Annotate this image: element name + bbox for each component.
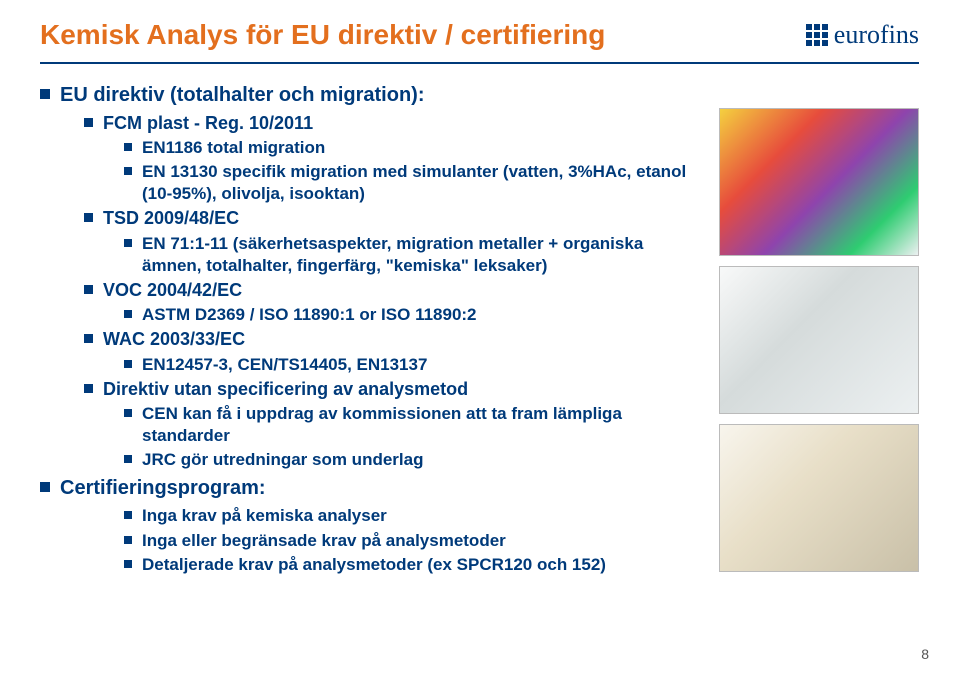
bullet-icon: [84, 213, 93, 222]
bullet-text: EN1186 total migration: [142, 137, 325, 159]
header-row: Kemisk Analys för EU direktiv / certifie…: [40, 18, 919, 52]
bullet-text: WAC 2003/33/EC: [103, 328, 245, 351]
bullet-icon: [124, 239, 132, 247]
logo-text: eurofins: [834, 20, 919, 50]
bullet-text: Inga eller begränsade krav på analysmeto…: [142, 530, 506, 552]
bullet-text: CEN kan få i uppdrag av kommissionen att…: [142, 403, 702, 447]
logo: eurofins: [806, 20, 919, 50]
bullet-icon: [40, 482, 50, 492]
bullet-icon: [84, 384, 93, 393]
bullet-text: VOC 2004/42/EC: [103, 279, 242, 302]
bullet-text: JRC gör utredningar som underlag: [142, 449, 423, 471]
bullet-text: EN 13130 specifik migration med simulant…: [142, 161, 702, 205]
page-number: 8: [921, 646, 929, 662]
bullet-icon: [84, 285, 93, 294]
bullet-icon: [124, 310, 132, 318]
decorative-photo-3: [719, 424, 919, 572]
bullet-icon: [84, 118, 93, 127]
bullet-text: Inga krav på kemiska analyser: [142, 505, 387, 527]
bullet-icon: [124, 511, 132, 519]
bullet-text: Direktiv utan specificering av analysmet…: [103, 378, 468, 401]
bullet-icon: [124, 167, 132, 175]
title-underline: [40, 62, 919, 64]
bullet-text: ASTM D2369 / ISO 11890:1 or ISO 11890:2: [142, 304, 477, 326]
bullet-icon: [124, 143, 132, 151]
bullet-icon: [124, 360, 132, 368]
slide-title: Kemisk Analys för EU direktiv / certifie…: [40, 18, 605, 52]
bullet-text: FCM plast - Reg. 10/2011: [103, 112, 313, 135]
decorative-photo-2: [719, 266, 919, 414]
image-column: [719, 108, 919, 572]
bullet-text: EU direktiv (totalhalter och migration):: [60, 82, 424, 108]
bullet-text: Certifieringsprogram:: [60, 475, 266, 501]
bullet-icon: [124, 560, 132, 568]
bullet-text: EN12457-3, CEN/TS14405, EN13137: [142, 354, 427, 376]
decorative-photo-1: [719, 108, 919, 256]
bullet-text: TSD 2009/48/EC: [103, 207, 239, 230]
bullet-icon: [40, 89, 50, 99]
logo-dots-icon: [806, 24, 828, 46]
bullet-icon: [84, 334, 93, 343]
bullet-icon: [124, 536, 132, 544]
bullet-icon: [124, 409, 132, 417]
bullet-icon: [124, 455, 132, 463]
bullet-text: Detaljerade krav på analysmetoder (ex SP…: [142, 554, 606, 576]
bullet-text: EN 71:1-11 (säkerhetsaspekter, migration…: [142, 233, 702, 277]
